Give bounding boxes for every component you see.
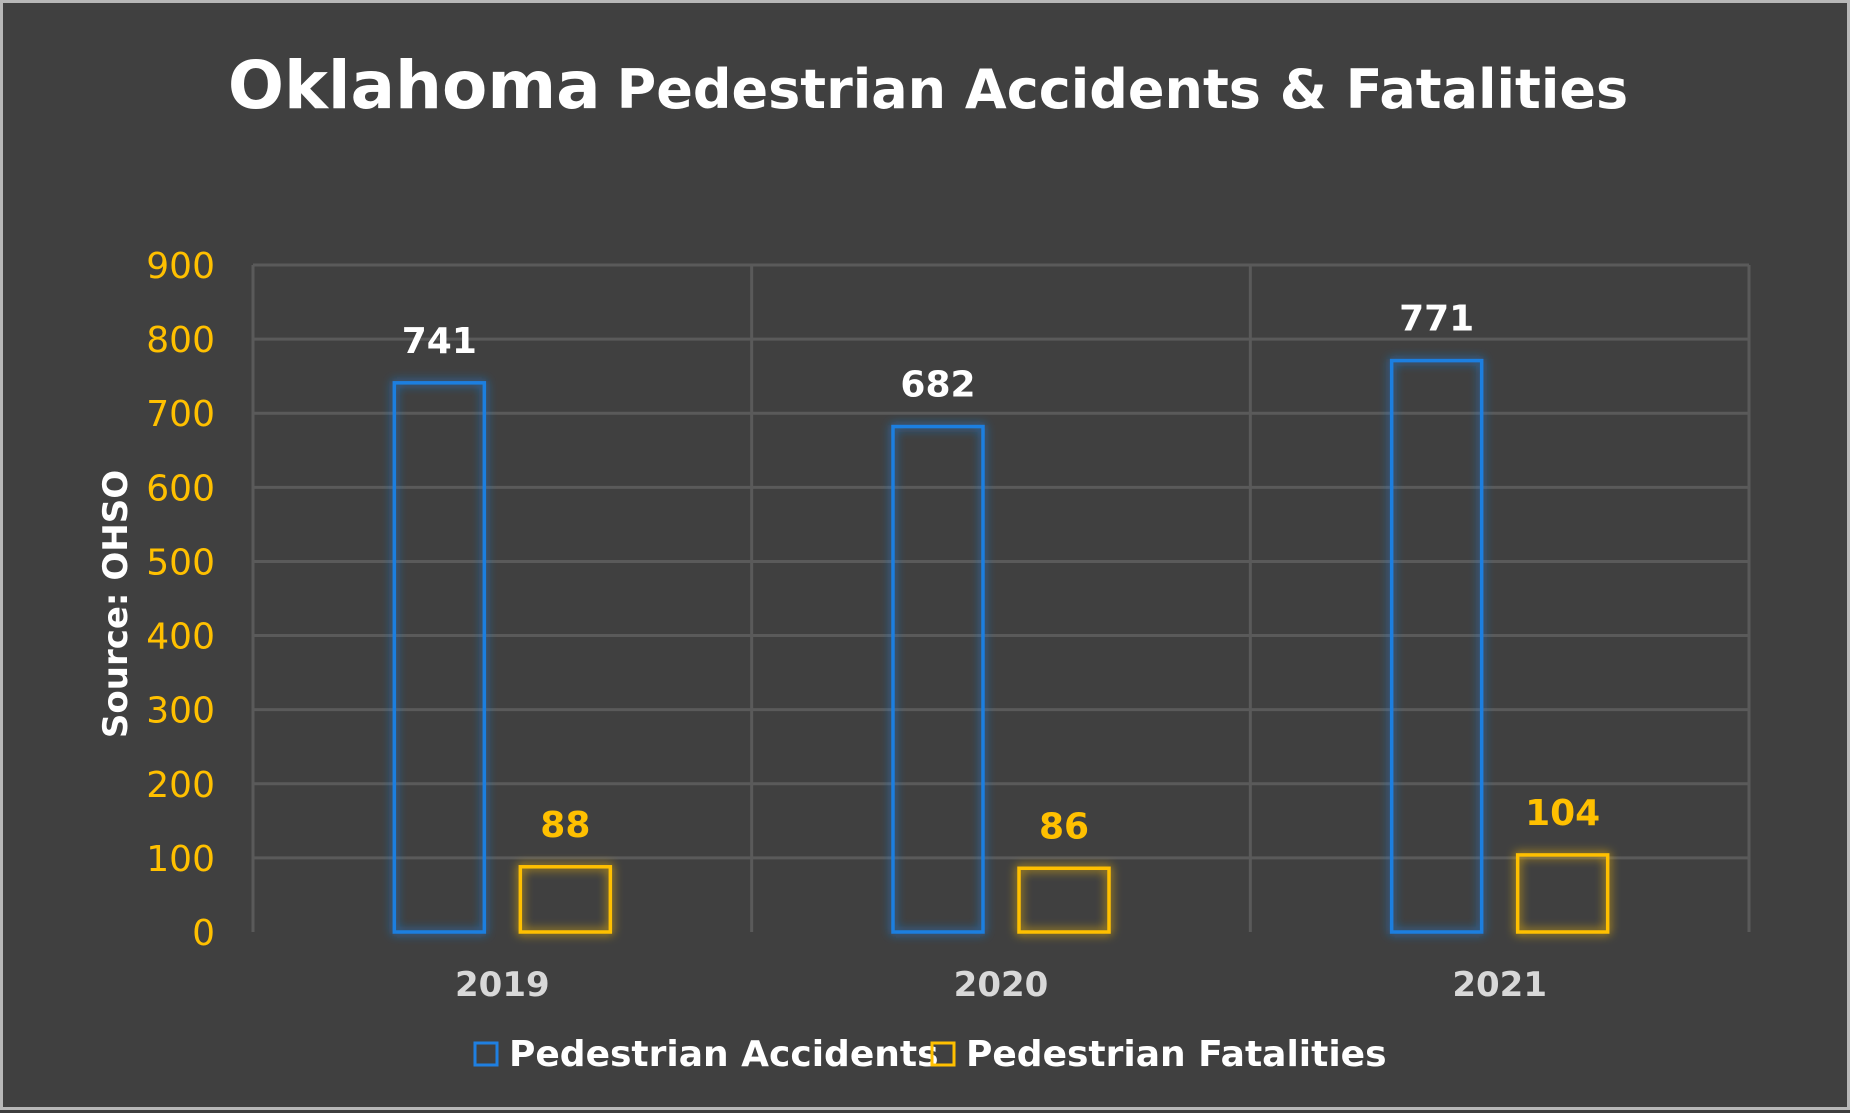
y-tick-label: 700 [146, 394, 215, 435]
y-axis-ticks: 0 100 200 300 400 500 600 700 800 900 [146, 246, 215, 954]
data-label: 741 [402, 321, 477, 362]
y-tick-label: 100 [146, 839, 215, 880]
legend-entry: Pedestrian Fatalities [966, 1034, 1387, 1075]
gridlines [251, 263, 1751, 932]
chart-title: Oklahoma Pedestrian Accidents & Fatalitie… [228, 47, 1628, 124]
y-tick-label: 0 [192, 913, 215, 954]
y-tick-label: 300 [146, 691, 215, 732]
y-tick-label: 500 [146, 542, 215, 583]
y-tick-label: 900 [146, 246, 215, 287]
y-tick-label: 200 [146, 765, 215, 806]
legend-swatch [930, 1041, 956, 1067]
x-tick-label: 2020 [954, 965, 1049, 1005]
bar-accidents-2020 [891, 424, 985, 934]
data-label: 104 [1525, 793, 1600, 834]
bar-accidents-2019 [392, 381, 487, 934]
x-tick-label: 2019 [455, 965, 550, 1005]
legend-swatch [473, 1041, 499, 1067]
y-tick-label: 800 [146, 320, 215, 361]
x-axis-ticks: 2019 2020 2021 [455, 965, 1547, 1005]
bar-fatalities-2020 [1017, 866, 1111, 934]
data-label: 682 [900, 365, 975, 406]
legend: Pedestrian Accidents Pedestrian Fatalitie… [473, 1034, 1387, 1075]
y-axis-label: Source: OHSO [96, 470, 136, 738]
data-label: 86 [1039, 806, 1089, 847]
data-label: 771 [1399, 299, 1474, 340]
y-tick-label: 600 [146, 468, 215, 509]
chart-canvas: Oklahoma Pedestrian Accidents & Fatalitie… [96, 47, 1751, 1075]
chart-title-sub: Pedestrian Accidents & Fatalities [617, 58, 1628, 121]
bar-accidents-2021 [1389, 358, 1484, 934]
bar-fatalities-2021 [1515, 853, 1610, 934]
y-tick-label: 400 [146, 617, 215, 658]
bar-fatalities-2019 [518, 865, 613, 934]
data-labels: 741 88 682 86 771 104 [402, 299, 1600, 848]
chart-title-main: Oklahoma [228, 47, 601, 124]
bars [392, 358, 1610, 934]
data-label: 88 [540, 805, 590, 846]
legend-entry: Pedestrian Accidents [509, 1034, 939, 1075]
x-tick-label: 2021 [1452, 965, 1547, 1005]
